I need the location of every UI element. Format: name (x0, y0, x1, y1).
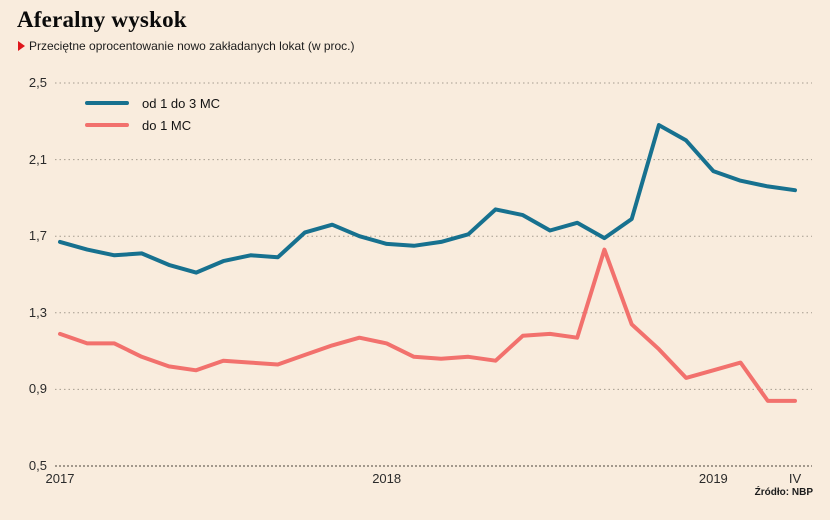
y-axis-tick: 2,1 (28, 151, 47, 167)
legend-swatch-teal (85, 101, 129, 105)
x-axis-tick: 2018 (372, 471, 402, 486)
y-axis-tick: 2,5 (28, 75, 47, 90)
y-axis-tick: 0,9 (28, 381, 47, 397)
legend-swatch-salmon (85, 123, 129, 127)
page-title: Aferalny wyskok (17, 7, 187, 32)
legend-label: od 1 do 3 MC (142, 95, 221, 111)
y-axis-tick: 1,7 (28, 228, 47, 244)
legend-item-series-2: do 1 MC (85, 114, 220, 136)
source-credit: Źródło: NBP (754, 487, 813, 498)
subtitle-row: Przeciętne oprocentowanie nowo zakładany… (18, 39, 355, 53)
chart-subtitle: Przeciętne oprocentowanie nowo zakładany… (29, 39, 355, 53)
y-axis-tick: 1,3 (28, 304, 47, 320)
y-axis-tick: 0,5 (28, 458, 47, 473)
x-axis-tick: 2017 (45, 471, 75, 486)
x-axis-tick: 2019 (698, 471, 728, 486)
red-triangle-icon (18, 41, 25, 51)
legend-label: do 1 MC (142, 117, 192, 133)
x-axis-tick: IV (788, 471, 802, 486)
legend: od 1 do 3 MC do 1 MC (85, 92, 220, 136)
legend-item-series-1: od 1 do 3 MC (85, 92, 220, 114)
line-series-1 (58, 247, 797, 403)
line-series-0 (58, 123, 797, 275)
